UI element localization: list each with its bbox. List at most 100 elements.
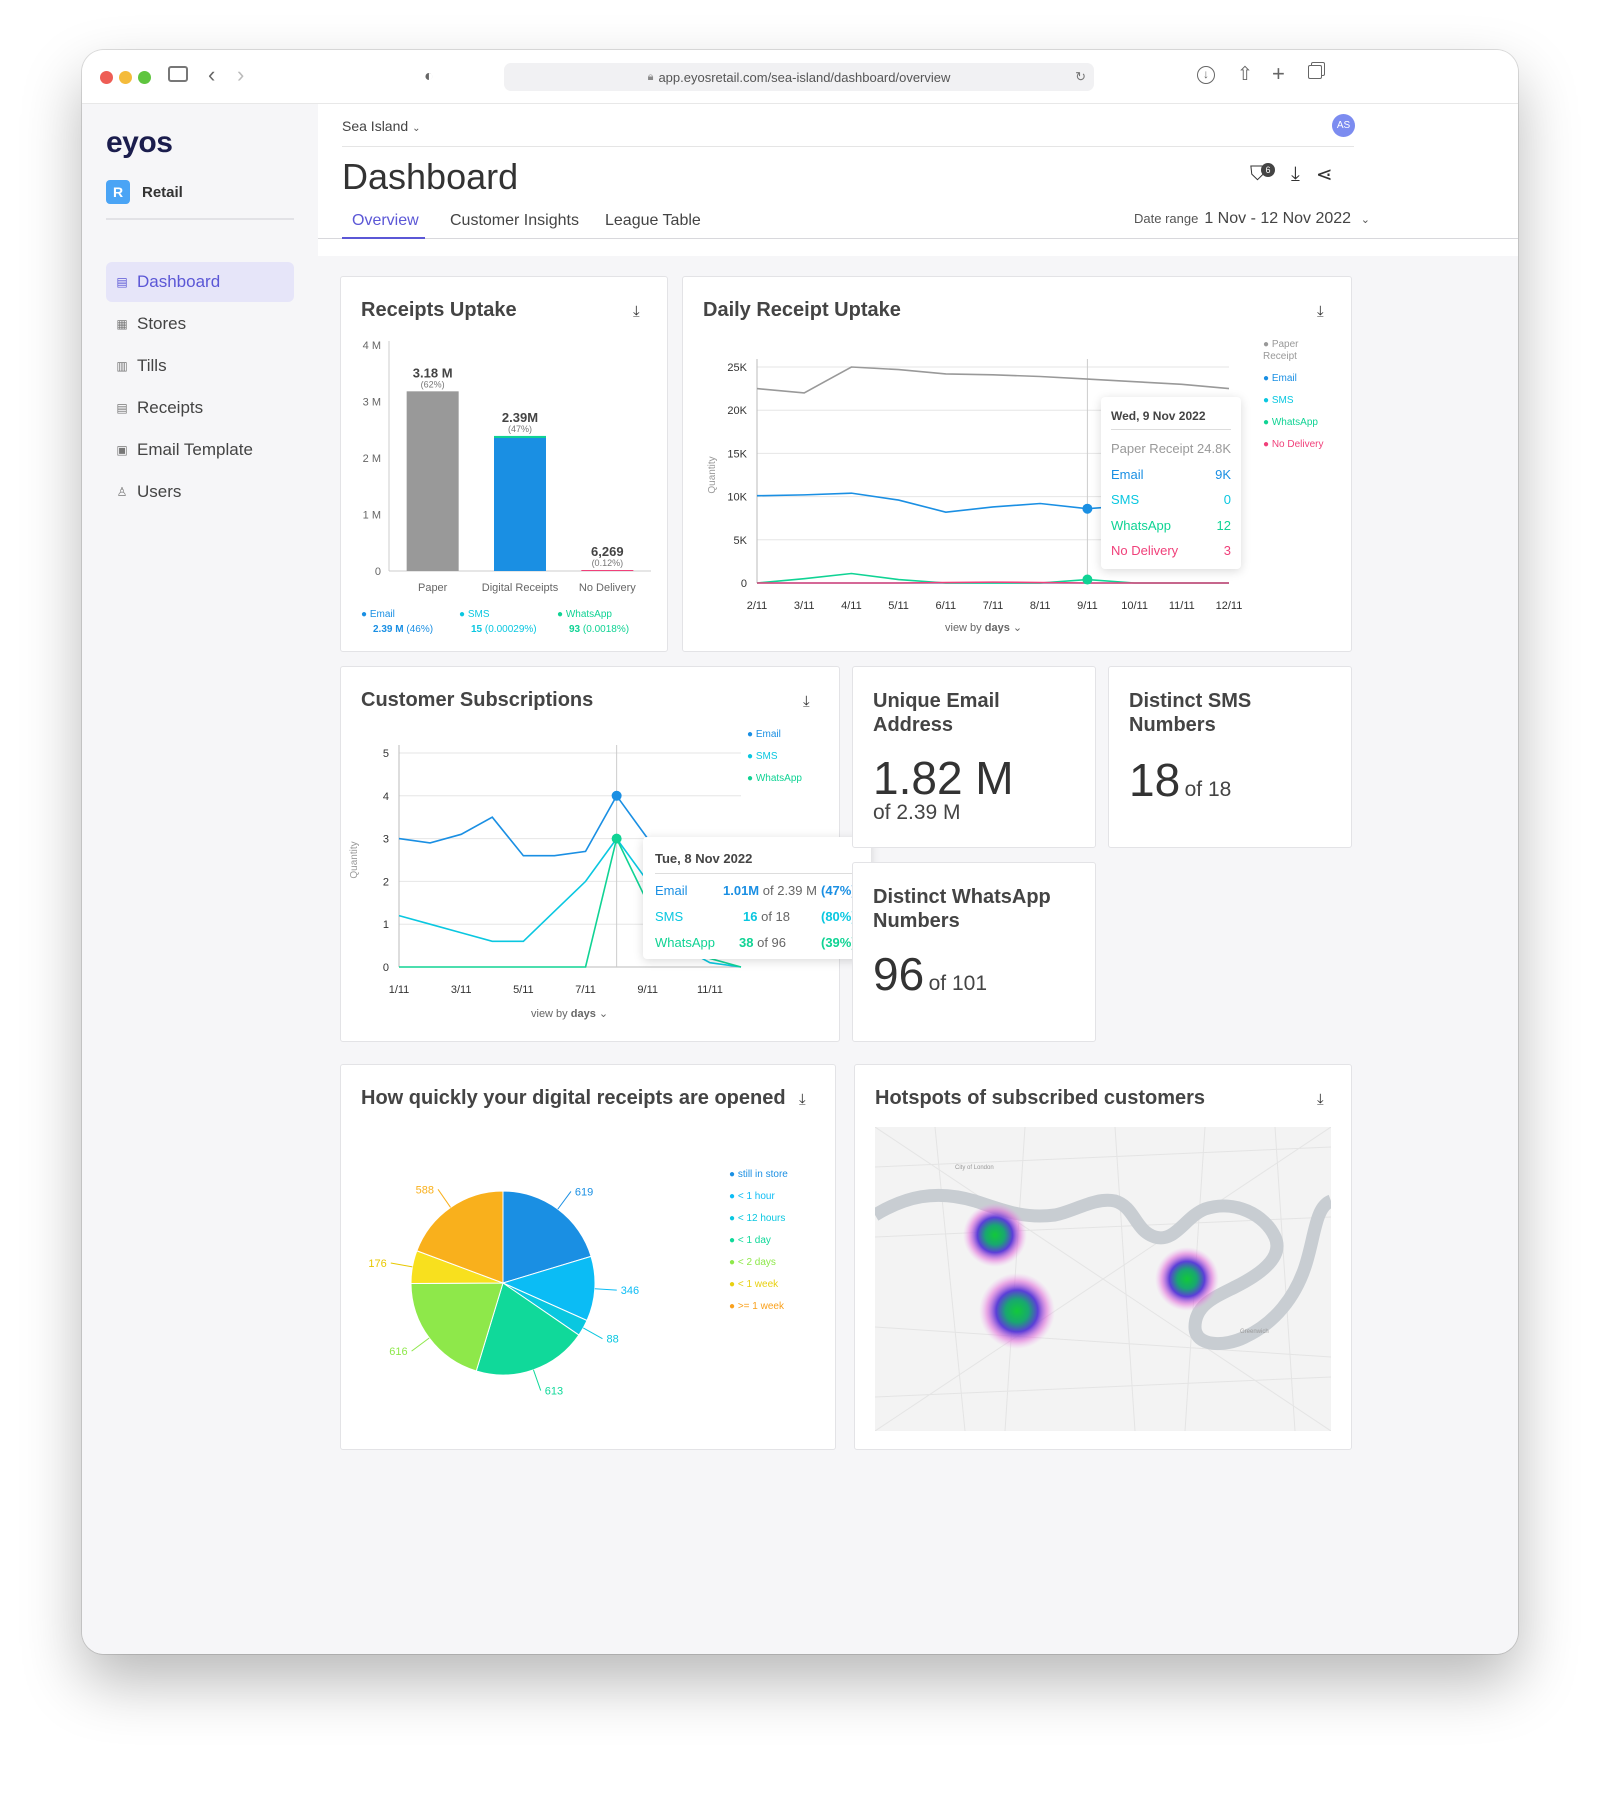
- sidebar-item-dashboard[interactable]: ▤ Dashboard: [106, 262, 294, 302]
- page-title: Dashboard: [342, 156, 519, 197]
- share-icon[interactable]: ⇧: [1237, 64, 1253, 85]
- download-icon[interactable]: ⤓: [799, 1091, 806, 1108]
- download-icon[interactable]: ⤓: [1291, 163, 1300, 185]
- legend-label: SMS: [755, 751, 778, 762]
- view-by-selector[interactable]: view by days ⌄: [945, 621, 1022, 634]
- pie-slice[interactable]: [475, 1282, 580, 1376]
- x-tick-label: Paper: [418, 582, 448, 594]
- active-tab-indicator: [342, 237, 425, 239]
- download-icon[interactable]: ⤓: [633, 303, 640, 320]
- stat-row: 18 of 18: [1129, 753, 1231, 807]
- pie-value-label: 88: [606, 1334, 618, 1346]
- legend-dot: ●: [1263, 395, 1270, 406]
- bar[interactable]: [581, 570, 634, 571]
- reload-icon[interactable]: ↻: [1075, 69, 1086, 84]
- download-icon[interactable]: ⤓: [1317, 303, 1324, 320]
- browser-toolbar: ‹ › ◐ 🔒︎ app.eyosretail.com/sea-island/d…: [82, 50, 1518, 104]
- map-labels: City of London Greenwich: [955, 1165, 1269, 1335]
- tooltip-pct: (39%): [821, 935, 856, 950]
- legend-label: SMS: [467, 609, 490, 620]
- date-range-picker[interactable]: Date range 1 Nov - 12 Nov 2022 ⌄: [1134, 210, 1370, 228]
- tooltip-value: 1.01M of 2.39 M: [723, 883, 817, 898]
- series-line[interactable]: [757, 581, 1229, 584]
- download-icon[interactable]: ↓: [1197, 66, 1215, 84]
- download-icon[interactable]: ⤓: [803, 693, 810, 710]
- tab-overview[interactable]: Overview: [352, 212, 419, 229]
- pie-value-label: 619: [575, 1186, 593, 1198]
- customer-subscriptions-card: Customer Subscriptions ⤓ 0 1 2 3 4 5 Quantity 1…: [340, 666, 871, 1042]
- tabs-divider: [318, 238, 1518, 239]
- distinct-sms-card: Distinct SMS Numbers 18 of 18: [1108, 666, 1352, 848]
- close-window-button[interactable]: [100, 71, 113, 84]
- pie-slice[interactable]: [416, 1190, 504, 1284]
- bar[interactable]: [494, 435, 546, 571]
- legend-whatsapp: ● WhatsApp: [747, 773, 802, 785]
- tab-league-table[interactable]: League Table: [605, 212, 701, 229]
- subscriptions-legend: ● Email ● SMS ● WhatsApp: [747, 729, 802, 785]
- sidebar-item-users[interactable]: ♙ Users: [106, 472, 294, 512]
- tab-customer-insights[interactable]: Customer Insights: [450, 212, 579, 229]
- pie-slice[interactable]: [501, 1255, 596, 1322]
- stat-value: 1.82 M: [873, 752, 1014, 804]
- minimize-window-button[interactable]: [119, 71, 132, 84]
- tooltip-total: of 2.39 M: [762, 883, 817, 898]
- hotspot-map[interactable]: City of London Greenwich: [875, 1127, 1331, 1431]
- legend-label: >= 1 week: [737, 1301, 784, 1312]
- bar-value-label: 2.39M: [502, 410, 538, 425]
- filter-button[interactable]: ⛉6: [1250, 163, 1275, 186]
- org-switcher[interactable]: R Retail: [106, 180, 183, 204]
- receipts-uptake-card: Receipts Uptake ⤓ 0 1 M 2 M 3 M 4 M 3.18 M (62…: [340, 276, 668, 652]
- breadcrumb[interactable]: Sea Island ⌄: [342, 118, 420, 134]
- download-icon[interactable]: ⤓: [1317, 1091, 1324, 1108]
- legend-value: 2.39 M: [373, 624, 404, 635]
- pie-slice[interactable]: [502, 1190, 592, 1284]
- view-by-selector[interactable]: view by days ⌄: [531, 1007, 608, 1020]
- forward-icon[interactable]: ›: [237, 62, 245, 87]
- hotspot-marker[interactable]: [963, 1203, 1027, 1267]
- y-tick-label: 2 M: [363, 453, 381, 465]
- unique-email-card: Unique Email Address 1.82 M of 2.39 M: [852, 666, 1096, 848]
- legend-email: ● Email: [1263, 373, 1333, 385]
- card-title: Unique Email Address: [873, 689, 1000, 737]
- legend-label: < 2 days: [737, 1257, 776, 1268]
- tooltip-label: SMS: [1111, 492, 1140, 507]
- sidebar-item-stores[interactable]: ▦ Stores: [106, 304, 294, 344]
- hover-point: [611, 790, 622, 801]
- legend-label: No Delivery: [1271, 439, 1324, 450]
- pie-leader-line: [583, 1327, 603, 1340]
- sidebar-item-tills[interactable]: ▥ Tills: [106, 346, 294, 386]
- daily-legend: ● Paper Receipt ● Email ● SMS ● WhatsApp…: [1263, 339, 1333, 451]
- hotspot-marker[interactable]: [1155, 1247, 1219, 1311]
- avatar[interactable]: AS: [1332, 114, 1355, 137]
- stat-value: 96: [873, 948, 925, 1000]
- x-tick-label: 8/11: [1030, 600, 1051, 612]
- bar[interactable]: [406, 391, 459, 571]
- bar-pct-label: (0.12%): [592, 558, 624, 568]
- document-icon: ▤: [116, 275, 128, 289]
- card-title: How quickly your digital receipts are op…: [361, 1087, 786, 1109]
- x-tick-label: 3/11: [794, 600, 815, 612]
- tabs-overview-icon[interactable]: [1308, 65, 1322, 79]
- receipts-bar-chart: 0 1 M 2 M 3 M 4 M 3.18 M(62%) Paper 2.39M(47%) D…: [363, 340, 651, 594]
- zoom-window-button[interactable]: [138, 71, 151, 84]
- pie-slice[interactable]: [410, 1282, 504, 1372]
- tooltip-date: Wed, 9 Nov 2022: [1111, 409, 1206, 423]
- legend-dot: ●: [729, 1213, 736, 1224]
- legend-dot: ●: [361, 609, 368, 620]
- share-icon[interactable]: ⋖: [1315, 164, 1333, 186]
- hotspots-card: Hotspots of subscribed customers ⤓ City …: [854, 1064, 1352, 1450]
- sidebar-toggle-icon[interactable]: [168, 66, 188, 82]
- x-tick-label: 11/11: [1169, 600, 1195, 612]
- sidebar-item-receipts[interactable]: ▤ Receipts: [106, 388, 294, 428]
- bar-value-label: 6,269: [591, 544, 624, 559]
- back-icon[interactable]: ‹: [208, 62, 216, 87]
- pie-legend: ● still in store ● < 1 hour ● < 12 hours…: [729, 1169, 788, 1313]
- address-bar[interactable]: 🔒︎ app.eyosretail.com/sea-island/dashboa…: [504, 63, 1094, 91]
- url-text: app.eyosretail.com/sea-island/dashboard/…: [658, 69, 951, 85]
- hotspot-marker[interactable]: [979, 1273, 1055, 1349]
- sidebar-item-email-template[interactable]: ▣ Email Template: [106, 430, 294, 470]
- x-tick-label: 7/11: [983, 600, 1004, 612]
- new-tab-icon[interactable]: +: [1272, 61, 1285, 86]
- series-line[interactable]: [756, 366, 1230, 394]
- y-tick-label: 0: [375, 566, 381, 578]
